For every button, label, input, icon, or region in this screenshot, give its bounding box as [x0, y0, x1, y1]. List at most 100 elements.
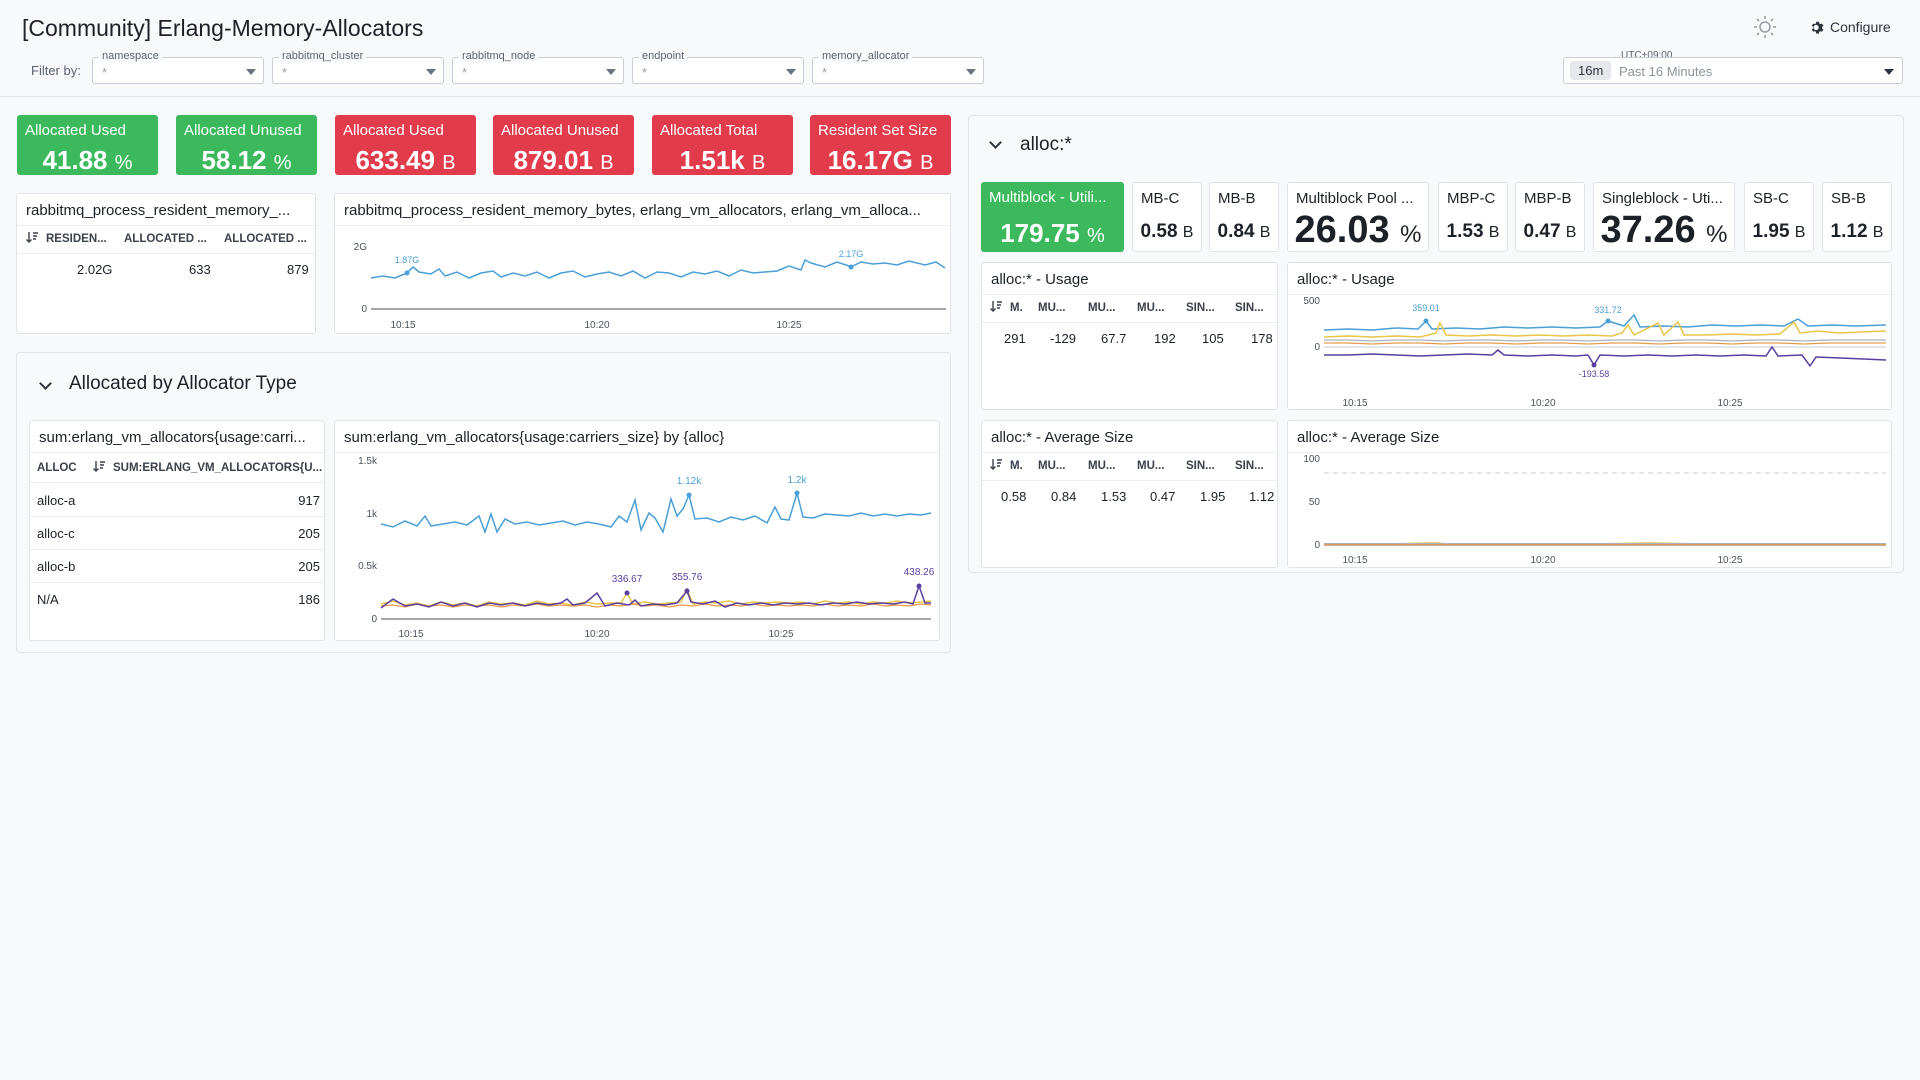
query-value-multiblock-pool[interactable]: Multiblock Pool ... 26.03 %	[1287, 182, 1429, 252]
timeseries-chart[interactable]: 1.5k 1k 0.5k 0 1.12k 1.2k 336.67 355.76 …	[335, 453, 941, 641]
widget-value: 1.51k B	[652, 145, 793, 176]
query-value-mbp-b[interactable]: MBP-B 0.47 B	[1515, 182, 1585, 252]
table-row[interactable]: alloc-a 917	[30, 483, 326, 516]
annotation-marker	[794, 490, 800, 496]
y-tick-label: 100	[1303, 454, 1320, 465]
alloc-average-size-timeseries-widget[interactable]: alloc:* - Average Size 100 50 0 10:15 10…	[1287, 420, 1893, 568]
filter-memory-allocator[interactable]: memory_allocator *	[812, 50, 984, 84]
column-header[interactable]: SIN...	[1186, 460, 1215, 472]
column-header[interactable]: MU...	[1088, 302, 1116, 314]
column-header[interactable]: ALLOCATED ...	[224, 233, 307, 245]
filter-namespace[interactable]: namespace *	[92, 50, 264, 84]
query-value-mb-b[interactable]: MB-B 0.84 B	[1209, 182, 1279, 252]
resident-memory-timeseries-widget[interactable]: rabbitmq_process_resident_memory_bytes, …	[334, 193, 952, 334]
column-header[interactable]: MU...	[1137, 302, 1165, 314]
chevron-down-icon[interactable]	[39, 377, 52, 390]
widget-title: sum:erlang_vm_allocators{usage:carri...	[39, 429, 306, 446]
table-cell: 291	[1004, 331, 1026, 346]
widget-value: 1.12 B	[1823, 221, 1891, 243]
alloc-average-size-table-widget[interactable]: alloc:* - Average Size M. MU... MU... MU…	[981, 420, 1279, 568]
filter-rabbitmq-node[interactable]: rabbitmq_node *	[452, 50, 624, 84]
column-header[interactable]: M.	[1010, 460, 1023, 472]
column-header[interactable]: ALLOCATED ...	[124, 233, 207, 245]
sort-icon[interactable]	[989, 299, 1003, 313]
timeseries-chart[interactable]: 2G 0 1.87G 2.17G 10:15 10:20 10:25	[335, 226, 952, 334]
column-header[interactable]: SIN...	[1186, 302, 1215, 314]
query-value-multiblock-utilization[interactable]: Multiblock - Utili... 179.75 %	[981, 182, 1124, 252]
value-number: 1.95	[1752, 221, 1790, 242]
query-value-sb-c[interactable]: SB-C 1.95 B	[1744, 182, 1814, 252]
column-header[interactable]: MU...	[1038, 460, 1066, 472]
query-value-allocated-used-bytes[interactable]: Allocated Used 633.49 B	[335, 115, 476, 175]
table-cell: 192	[1154, 331, 1176, 346]
column-header[interactable]: SIN...	[1235, 460, 1264, 472]
series-line-alloc-a	[380, 490, 932, 535]
query-value-allocated-unused-bytes[interactable]: Allocated Unused 879.01 B	[493, 115, 634, 175]
table-row[interactable]: alloc-b 205	[30, 549, 326, 582]
resident-memory-table-widget[interactable]: rabbitmq_process_resident_memory_... RES…	[16, 193, 317, 334]
column-header[interactable]: M.	[1010, 302, 1023, 314]
time-range-selector[interactable]: 16m Past 16 Minutes	[1563, 57, 1903, 84]
column-header[interactable]: MU...	[1038, 302, 1066, 314]
alloc-usage-timeseries-widget[interactable]: alloc:* - Usage 500 0 359.01 331.72 -193…	[1287, 262, 1893, 410]
query-value-allocated-total[interactable]: Allocated Total 1.51k B	[652, 115, 793, 175]
column-header[interactable]: SUM:ERLANG_VM_ALLOCATORS{U...	[113, 462, 323, 474]
widget-title: Allocated Used	[25, 122, 126, 139]
divider	[30, 452, 326, 453]
y-tick-label: 0	[1314, 540, 1320, 551]
value-number: 179.75	[1000, 218, 1080, 248]
filter-by-label: Filter by:	[31, 63, 81, 78]
annotation-marker	[686, 492, 692, 498]
time-range-pill: 16m	[1570, 61, 1612, 80]
query-value-allocated-used-percent[interactable]: Allocated Used 41.88 %	[17, 115, 158, 175]
widget-value: 0.58 B	[1133, 221, 1201, 243]
theme-toggle-button[interactable]	[1752, 14, 1778, 45]
column-header[interactable]: MU...	[1137, 460, 1165, 472]
filter-name: endpoint	[639, 50, 688, 62]
annotation-label: 2.17G	[839, 249, 864, 259]
query-value-mb-c[interactable]: MB-C 0.58 B	[1132, 182, 1202, 252]
filter-endpoint[interactable]: endpoint *	[632, 50, 804, 84]
sort-icon[interactable]	[25, 230, 39, 244]
sort-icon[interactable]	[989, 457, 1003, 471]
widget-title: MB-C	[1141, 190, 1180, 207]
widget-title: MB-B	[1218, 190, 1256, 207]
query-value-sb-b[interactable]: SB-B 1.12 B	[1822, 182, 1892, 252]
chevron-down-icon	[786, 69, 796, 75]
filter-value: *	[102, 65, 108, 80]
query-value-singleblock-utilization[interactable]: Singleblock - Uti... 37.26 %	[1593, 182, 1735, 252]
x-tick-label: 10:20	[1530, 398, 1555, 409]
query-value-mbp-c[interactable]: MBP-C 1.53 B	[1438, 182, 1508, 252]
table-row[interactable]: alloc-c 205	[30, 516, 326, 549]
series-line-usage-1	[1323, 313, 1887, 331]
value-number: 633.49	[355, 145, 435, 175]
allocator-table-widget[interactable]: sum:erlang_vm_allocators{usage:carri... …	[29, 420, 326, 641]
sort-icon[interactable]	[92, 459, 106, 473]
column-header[interactable]: MU...	[1088, 460, 1116, 472]
y-tick-label: 500	[1303, 296, 1320, 307]
query-value-resident-set-size[interactable]: Resident Set Size 16.17G B	[810, 115, 951, 175]
alloc-usage-table-widget[interactable]: alloc:* - Usage M. MU... MU... MU... SIN…	[981, 262, 1279, 410]
widget-title: SB-C	[1753, 190, 1789, 207]
widget-value: 0.47 B	[1516, 221, 1584, 243]
query-value-allocated-unused-percent[interactable]: Allocated Unused 58.12 %	[176, 115, 317, 175]
column-header[interactable]: RESIDEN...	[46, 233, 107, 245]
group-title: alloc:*	[1020, 134, 1072, 155]
value-unit: %	[1086, 225, 1105, 247]
chevron-down-icon	[606, 69, 616, 75]
filter-rabbitmq-cluster[interactable]: rabbitmq_cluster *	[272, 50, 444, 84]
divider	[30, 582, 326, 583]
widget-value: 633.49 B	[335, 145, 476, 176]
filter-name: namespace	[99, 50, 162, 62]
value-number: 16.17G	[827, 145, 913, 175]
allocator-timeseries-widget[interactable]: sum:erlang_vm_allocators{usage:carriers_…	[334, 420, 941, 641]
table-row[interactable]: N/A 186	[30, 582, 326, 615]
widget-value: 179.75 %	[981, 218, 1124, 249]
table-cell: 105	[1202, 331, 1224, 346]
chevron-down-icon[interactable]	[989, 136, 1002, 149]
timeseries-chart[interactable]: 500 0 359.01 331.72 -193.58 10:15 10:20 …	[1288, 295, 1893, 410]
value-unit: B	[1259, 224, 1271, 241]
column-header[interactable]: ALLOC	[37, 462, 77, 474]
timeseries-chart[interactable]: 100 50 0 10:15 10:20 10:25	[1288, 453, 1893, 568]
column-header[interactable]: SIN...	[1235, 302, 1264, 314]
